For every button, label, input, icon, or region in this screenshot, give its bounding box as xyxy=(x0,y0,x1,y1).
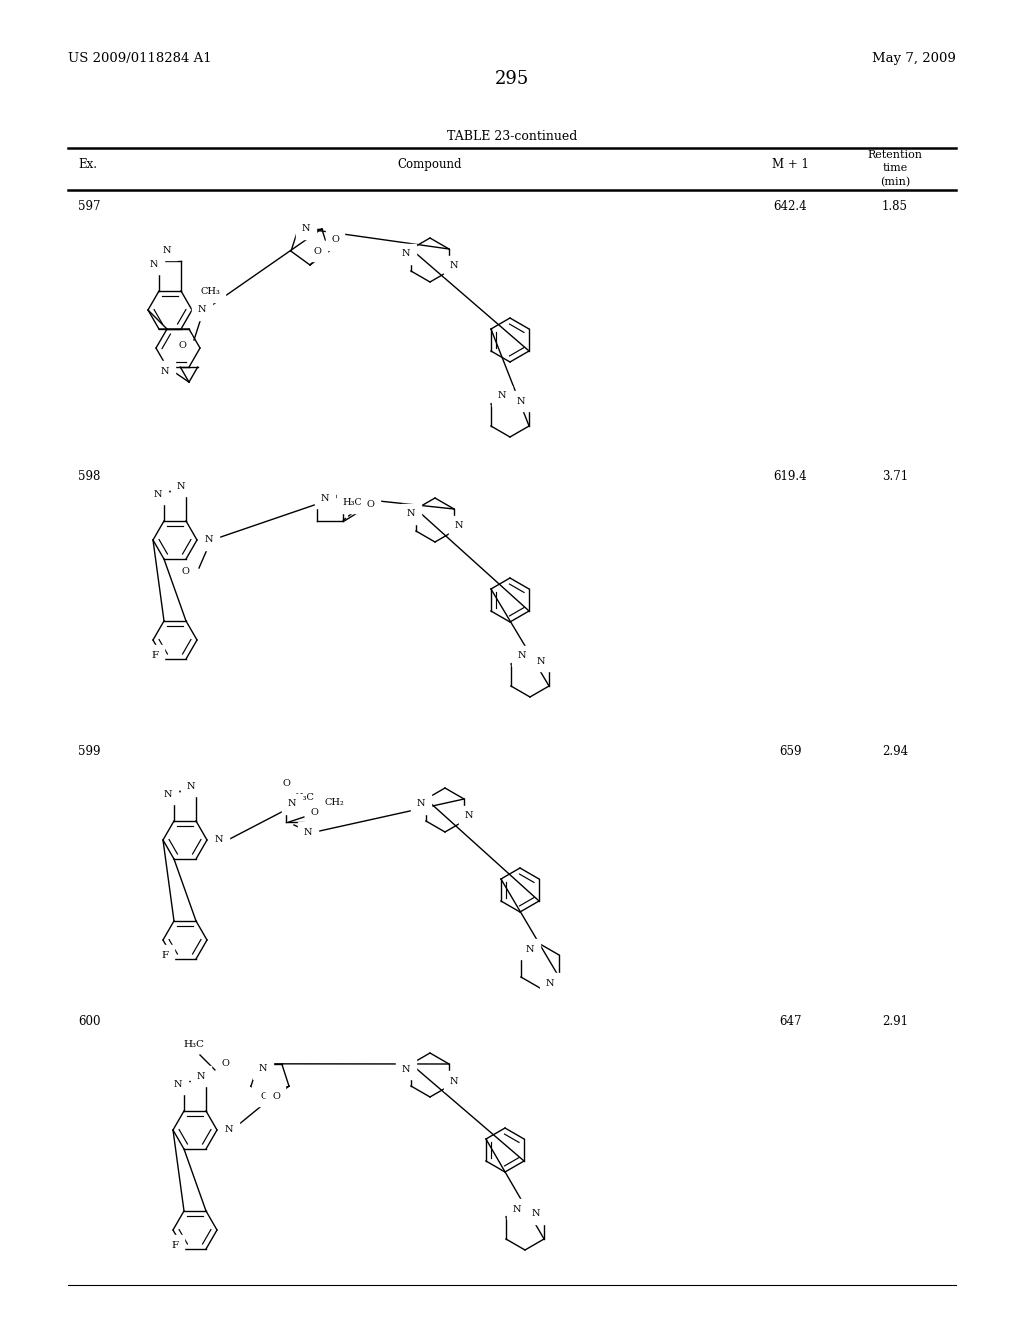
Text: O: O xyxy=(181,568,189,577)
Text: N: N xyxy=(417,800,425,808)
Text: N: N xyxy=(186,781,196,791)
Text: F: F xyxy=(152,651,159,660)
Text: 600: 600 xyxy=(78,1015,100,1028)
Text: O: O xyxy=(221,1059,229,1068)
Text: N: N xyxy=(407,510,415,519)
Text: N: N xyxy=(197,1072,205,1081)
Text: 659: 659 xyxy=(778,744,801,758)
Text: F: F xyxy=(171,1241,178,1250)
Text: N: N xyxy=(321,494,330,503)
Text: O: O xyxy=(260,1092,268,1101)
Text: 647: 647 xyxy=(778,1015,801,1028)
Text: N: N xyxy=(450,261,459,271)
Text: N: N xyxy=(401,249,411,259)
Text: N: N xyxy=(163,246,171,255)
Text: May 7, 2009: May 7, 2009 xyxy=(872,51,956,65)
Text: O: O xyxy=(282,780,290,788)
Text: 597: 597 xyxy=(78,201,100,213)
Text: F: F xyxy=(162,950,169,960)
Text: 2.94: 2.94 xyxy=(882,744,908,758)
Text: H₃C: H₃C xyxy=(183,1040,204,1049)
Text: N: N xyxy=(288,800,296,808)
Text: 599: 599 xyxy=(78,744,100,758)
Text: N: N xyxy=(518,652,526,660)
Text: 619.4: 619.4 xyxy=(773,470,807,483)
Text: N: N xyxy=(161,367,169,376)
Text: Ex.: Ex. xyxy=(78,158,97,172)
Text: N: N xyxy=(546,978,554,987)
Text: O: O xyxy=(367,500,375,510)
Text: N: N xyxy=(513,1204,521,1213)
Text: N: N xyxy=(525,945,535,953)
Text: CH₂: CH₂ xyxy=(325,797,344,807)
Text: N: N xyxy=(450,1077,459,1085)
Text: N: N xyxy=(150,260,159,269)
Text: 2.91: 2.91 xyxy=(882,1015,908,1028)
Text: N: N xyxy=(154,490,162,499)
Text: N: N xyxy=(304,828,312,837)
Text: M + 1: M + 1 xyxy=(771,158,808,172)
Text: N: N xyxy=(177,482,185,491)
Text: Compound: Compound xyxy=(397,158,462,172)
Text: O: O xyxy=(310,808,317,817)
Text: N: N xyxy=(164,789,172,799)
Text: Retention
time
(min): Retention time (min) xyxy=(867,150,923,187)
Text: N: N xyxy=(174,1080,182,1089)
Text: 3.71: 3.71 xyxy=(882,470,908,483)
Text: O: O xyxy=(272,1092,280,1101)
Text: US 2009/0118284 A1: US 2009/0118284 A1 xyxy=(68,51,212,65)
Text: N: N xyxy=(198,305,206,314)
Text: N: N xyxy=(258,1090,266,1100)
Text: 598: 598 xyxy=(78,470,100,483)
Text: N: N xyxy=(498,392,506,400)
Text: N: N xyxy=(465,812,473,821)
Text: O: O xyxy=(313,247,321,256)
Text: H₃C: H₃C xyxy=(294,792,314,801)
Text: N: N xyxy=(517,396,525,405)
Text: N: N xyxy=(401,1064,411,1073)
Text: 295: 295 xyxy=(495,70,529,88)
Text: N: N xyxy=(531,1209,541,1218)
Text: O: O xyxy=(178,341,186,350)
Text: N: N xyxy=(215,836,223,845)
Text: 1.85: 1.85 xyxy=(882,201,908,213)
Text: N: N xyxy=(455,521,463,531)
Text: N: N xyxy=(302,224,310,234)
Text: N: N xyxy=(224,1126,233,1134)
Text: N: N xyxy=(259,1064,267,1073)
Text: O: O xyxy=(331,235,339,244)
Text: 642.4: 642.4 xyxy=(773,201,807,213)
Text: TABLE 23-continued: TABLE 23-continued xyxy=(446,129,578,143)
Text: CH₃: CH₃ xyxy=(200,288,220,297)
Text: N: N xyxy=(205,536,213,544)
Text: N: N xyxy=(537,656,546,665)
Text: H₃C: H₃C xyxy=(343,498,362,507)
